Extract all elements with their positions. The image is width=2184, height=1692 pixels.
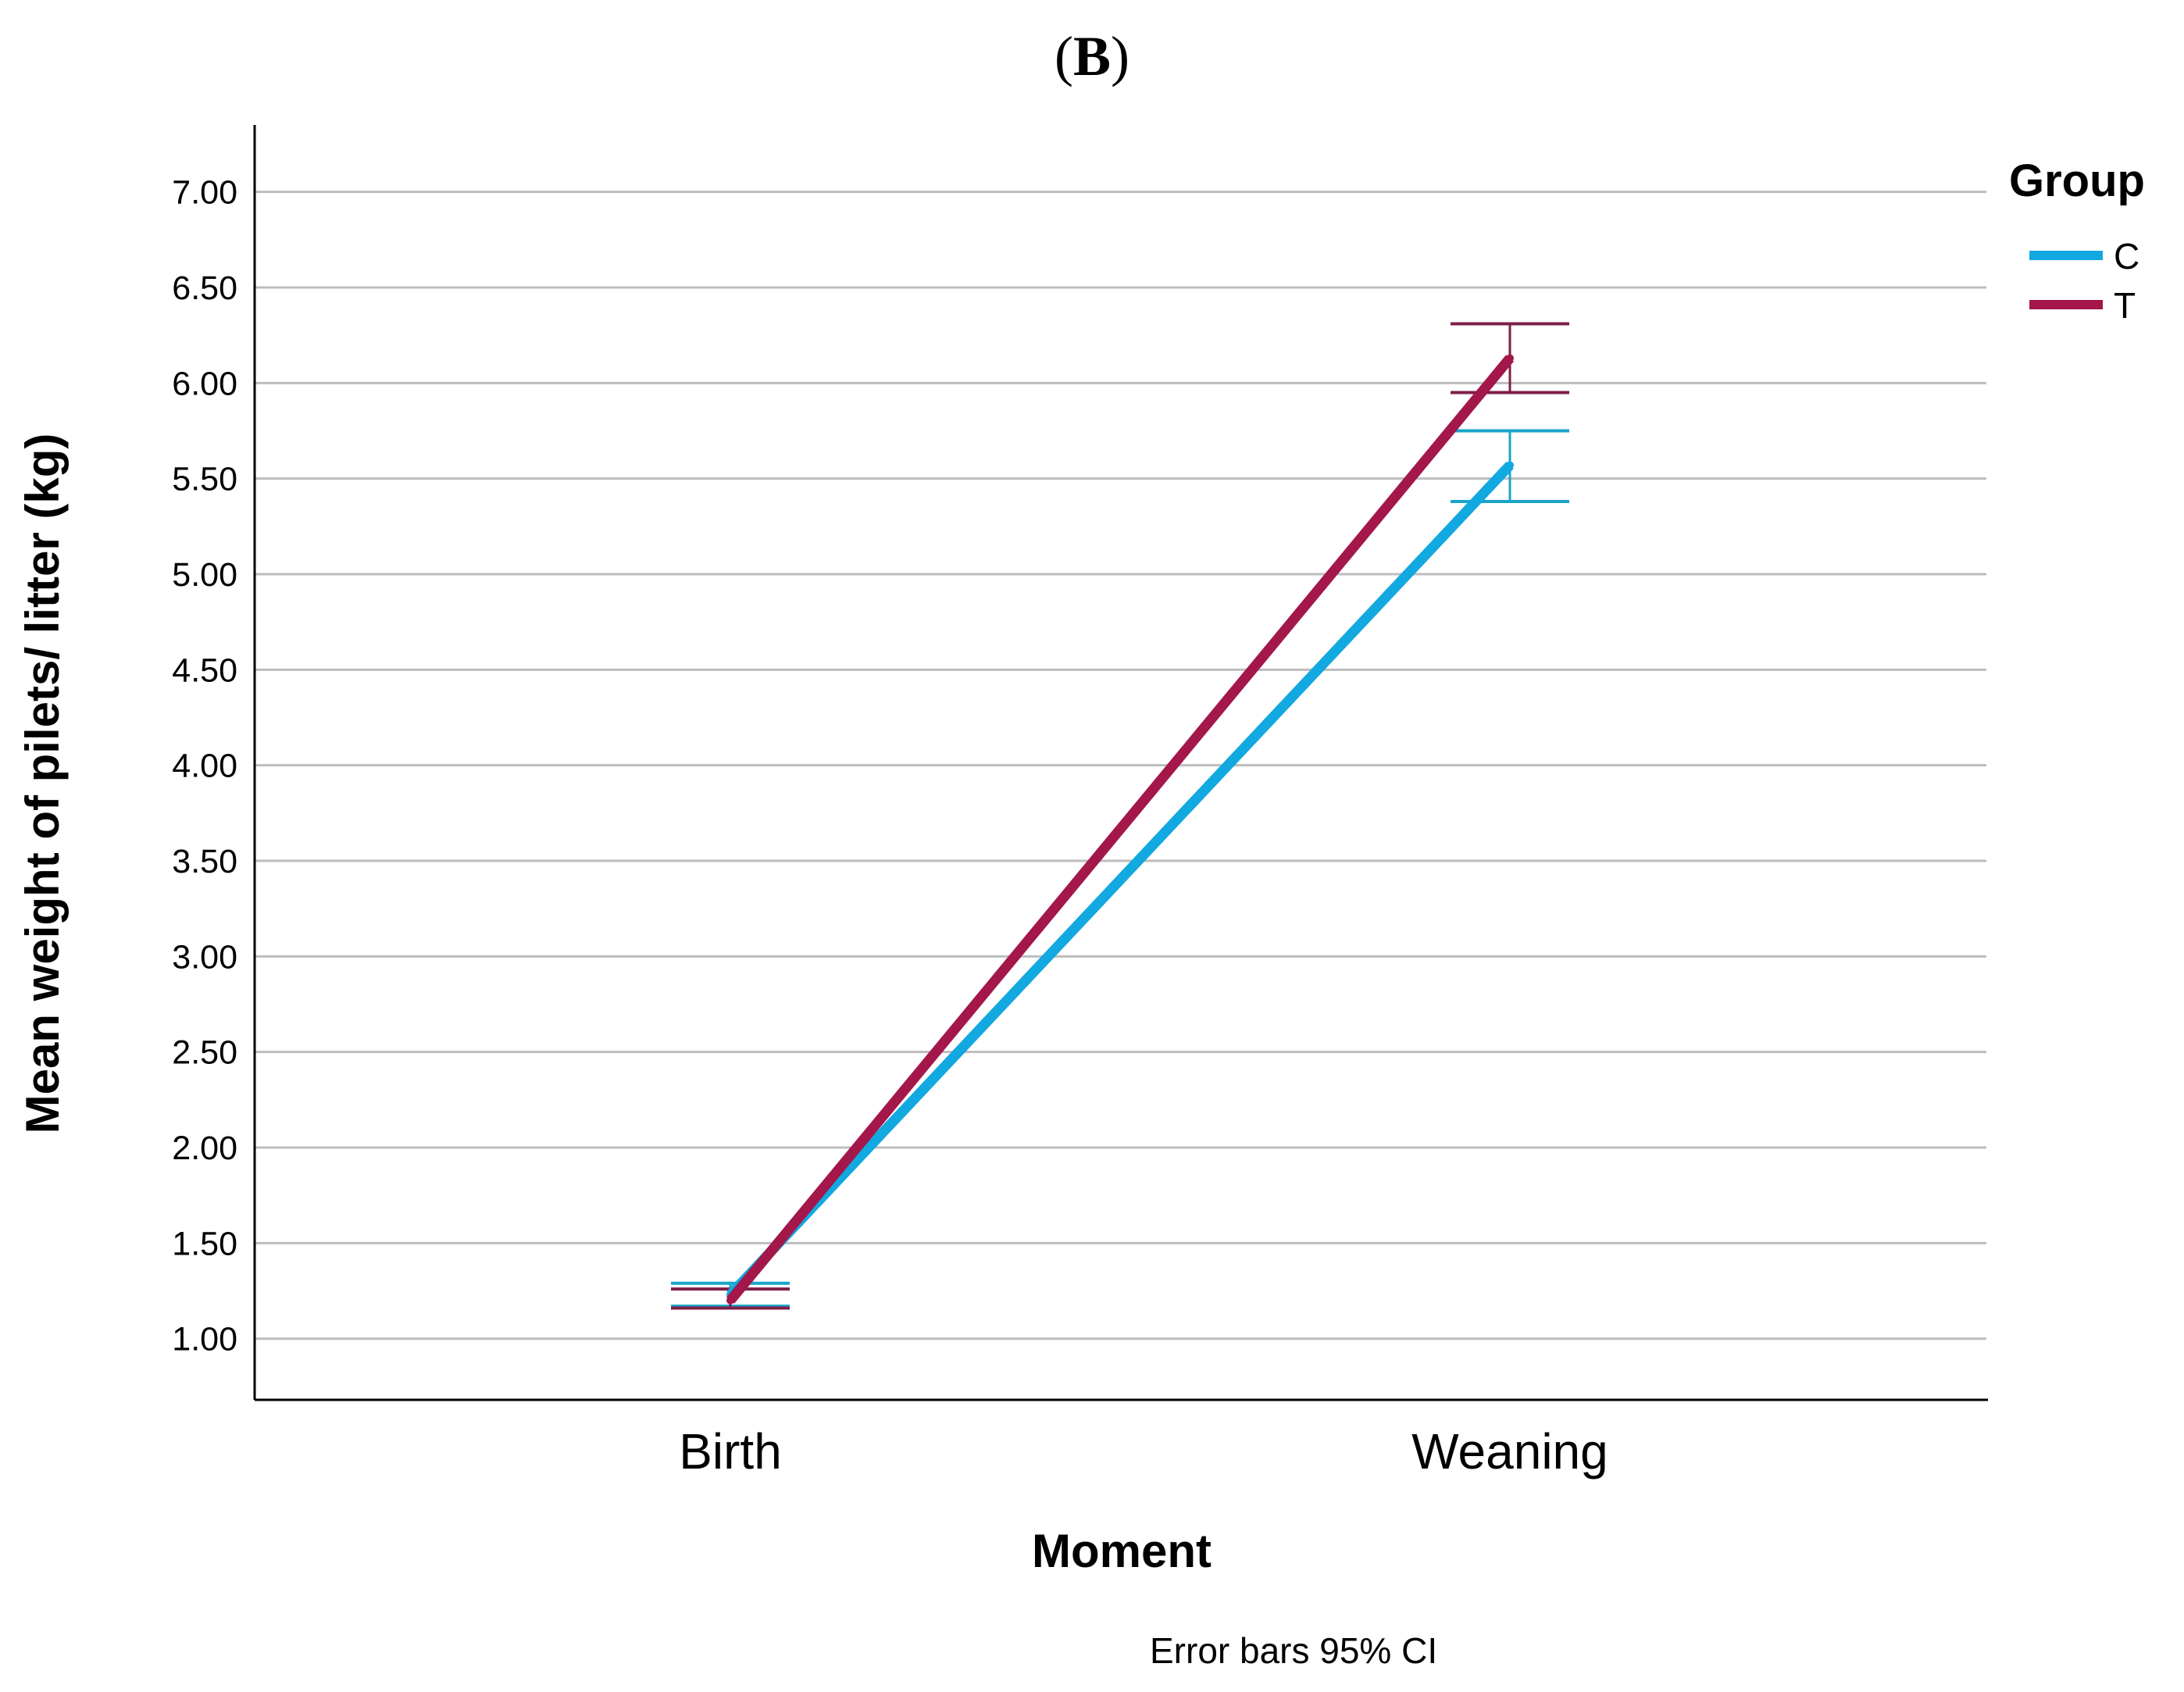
panel-label-open: (	[1055, 25, 1073, 87]
legend-label-t: T	[2114, 285, 2136, 326]
legend-title: Group	[2009, 155, 2145, 206]
axes	[253, 125, 1988, 1401]
y-tick-label: 3.00	[172, 938, 237, 976]
panel-label-close: )	[1111, 25, 1129, 87]
series-line-t	[726, 355, 1515, 1304]
y-tick-label: 6.00	[172, 365, 237, 402]
error-bars-footnote: Error bars 95% CI	[1150, 1630, 1437, 1671]
legend: Group CT	[2009, 155, 2145, 326]
y-tick-label: 4.50	[172, 651, 237, 689]
x-tick-label: Weaning	[1411, 1423, 1608, 1480]
x-axis-title: Moment	[1032, 1525, 1212, 1577]
legend-items: CT	[2029, 236, 2139, 326]
y-tick-label: 5.00	[172, 556, 237, 594]
panel-label: (B)	[1055, 25, 1129, 87]
series-line-c	[726, 462, 1514, 1298]
y-tick-label: 4.00	[172, 748, 237, 785]
y-tick-label: 1.00	[172, 1321, 237, 1358]
panel-label-letter: B	[1073, 25, 1111, 87]
legend-label-c: C	[2114, 236, 2139, 277]
y-tick-label: 2.50	[172, 1034, 237, 1072]
x-tick-labels: Birth Weaning	[679, 1423, 1608, 1480]
series-lines	[726, 354, 1515, 1305]
gridlines	[255, 191, 1986, 1340]
data-point-t	[1506, 354, 1514, 362]
y-tick-labels: 1.00 1.50 2.00 2.50 3.00 3.50 4.00 4.50 5.00 5.50…	[172, 174, 237, 1358]
x-tick-label: Birth	[679, 1423, 782, 1480]
y-tick-label: 2.00	[172, 1130, 237, 1167]
data-point-c	[1506, 461, 1514, 469]
data-point-t	[726, 1296, 734, 1305]
legend-item-c: C	[2029, 236, 2139, 277]
y-tick-label: 6.50	[172, 270, 237, 307]
y-tick-label: 1.50	[172, 1225, 237, 1262]
y-tick-label: 7.00	[172, 174, 237, 212]
y-tick-label: 5.50	[172, 461, 237, 498]
y-axis-title: Mean weight of pilets/ litter (kg)	[16, 434, 69, 1134]
legend-item-t: T	[2029, 285, 2136, 326]
y-tick-label: 3.50	[172, 843, 237, 880]
error-bars	[671, 322, 1569, 1310]
